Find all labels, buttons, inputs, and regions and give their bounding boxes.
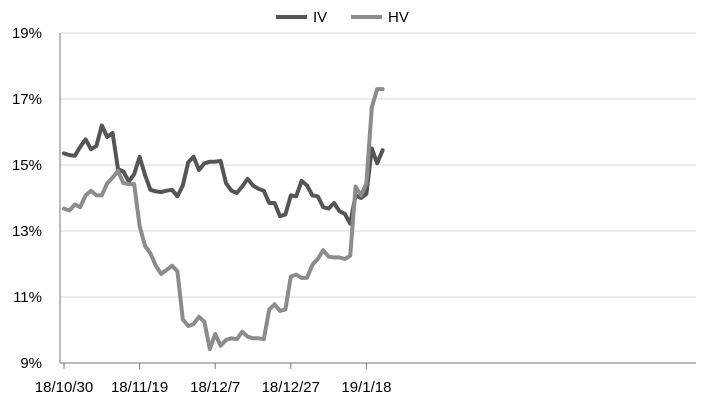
series-lines (62, 87, 385, 352)
y-tick-labels: 9% 11% 13% 15% 17% 19% (12, 25, 42, 372)
y-tick-label: 11% (13, 289, 42, 306)
legend-label-iv: IV (313, 9, 327, 26)
x-tick-label: 18/10/30 (35, 379, 93, 396)
y-tick-label: 9% (20, 355, 42, 372)
legend-label-hv: HV (388, 9, 409, 26)
x-tick-label: 18/12/27 (262, 379, 320, 396)
y-tick-label: 15% (12, 157, 42, 174)
axes (59, 33, 696, 364)
y-tick-label: 19% (12, 25, 42, 42)
legend: IV HV (276, 9, 409, 26)
x-tick-labels: 18/10/30 18/11/19 18/12/7 18/12/27 19/1/18 (35, 363, 391, 396)
x-tick-label: 18/11/19 (111, 379, 168, 396)
y-tick-label: 13% (12, 223, 42, 240)
x-tick-label: 19/1/18 (341, 379, 391, 396)
series-line-hv (62, 87, 385, 352)
x-tick-label: 18/12/7 (190, 379, 240, 396)
y-tick-label: 17% (12, 91, 42, 108)
series-line-iv (62, 123, 385, 226)
